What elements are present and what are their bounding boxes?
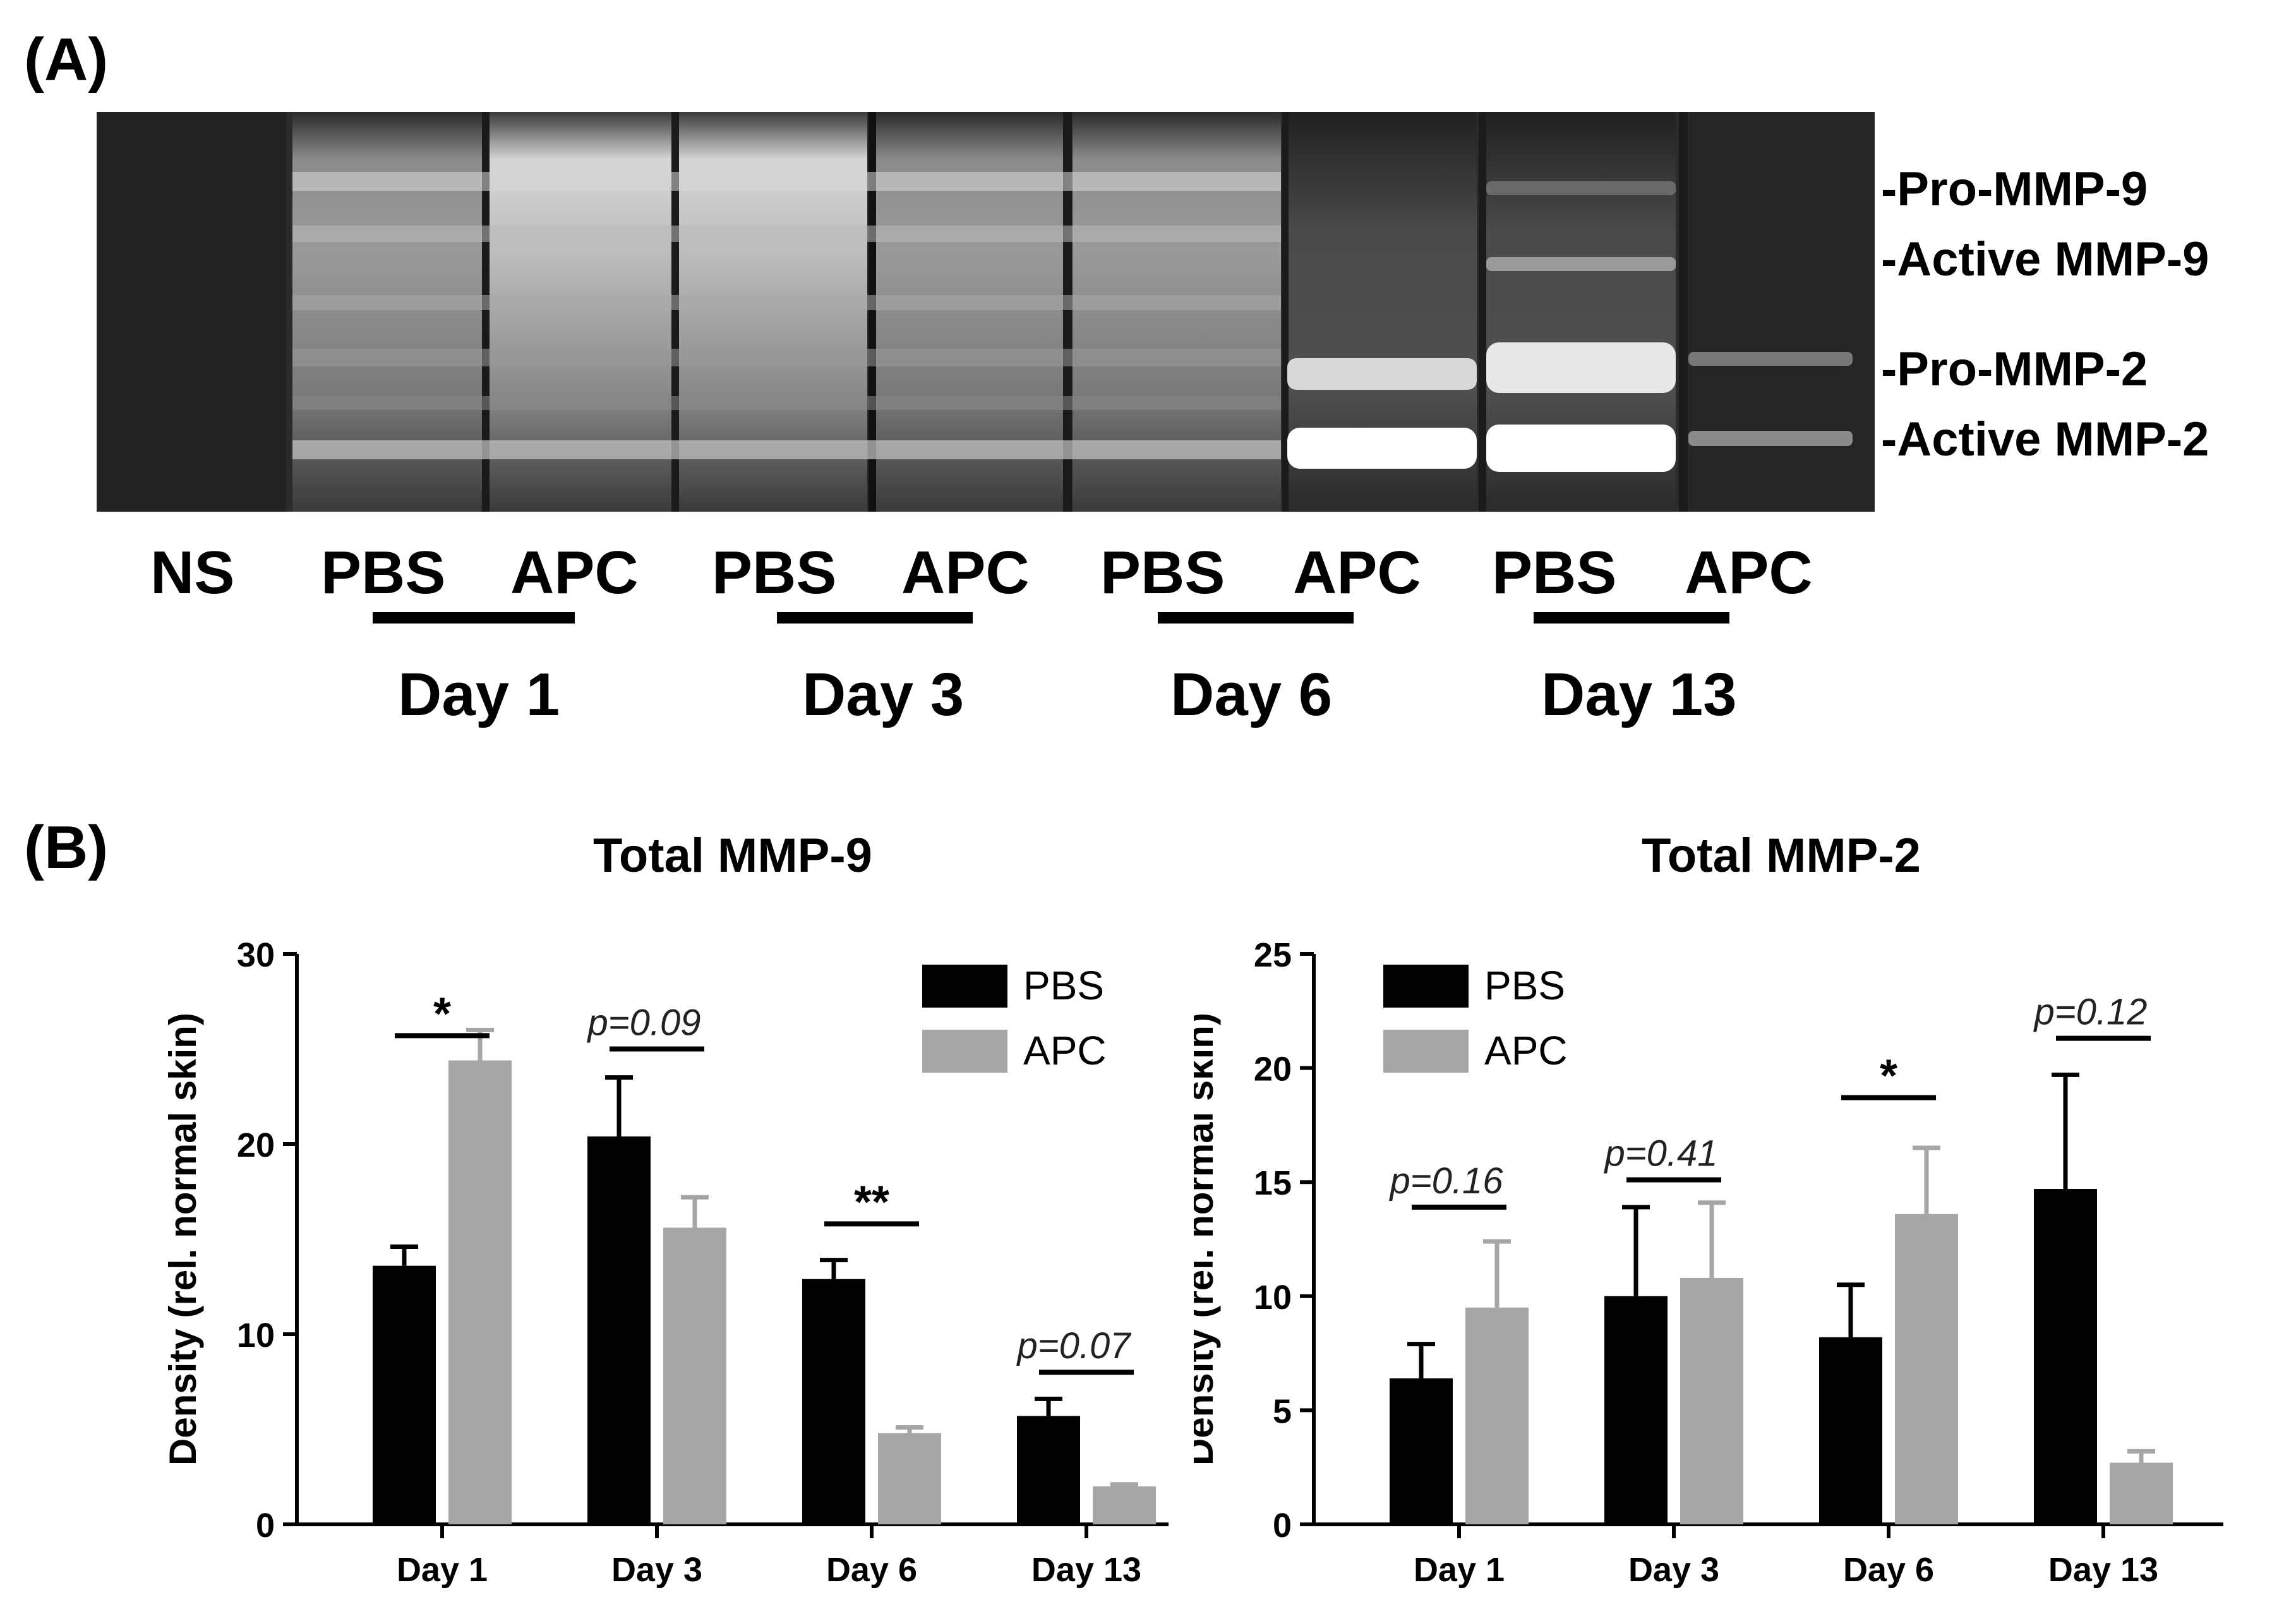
bar-apc: [1680, 1277, 1743, 1524]
bar-apc: [663, 1227, 726, 1524]
bar-apc: [2110, 1462, 2173, 1524]
legend-swatch-apc: [922, 1030, 1007, 1073]
p-value-label: p=0.41: [1603, 1133, 1717, 1174]
panel-b-letter: (B): [24, 814, 109, 881]
lane-label-apc-day1: APC: [510, 539, 639, 606]
band-label-pro-mmp9: -Pro-MMP-9: [1881, 162, 2148, 216]
day13-group-bar: [1534, 612, 1729, 624]
lane-label-pbs-day1: PBS: [321, 539, 446, 606]
y-tick-label: 10: [237, 1317, 275, 1354]
x-tick-label: Day 3: [1628, 1551, 1719, 1589]
y-axis-label: Density (rel. normal skin): [162, 1013, 204, 1466]
bar-pbs: [373, 1265, 436, 1524]
lane-label-apc-day3: APC: [901, 539, 1030, 606]
panel-a-letter: (A): [24, 26, 109, 93]
bar-apc: [1895, 1214, 1958, 1524]
y-tick-label: 30: [237, 936, 275, 974]
day-label-6: Day 6: [1170, 661, 1333, 728]
lane-label-pbs-day6: PBS: [1100, 539, 1225, 606]
legend-label-apc: APC: [1484, 1028, 1568, 1073]
p-value-label: p=0.09: [586, 1003, 700, 1044]
lane-label-apc-day6: APC: [1293, 539, 1421, 606]
y-tick-label: 0: [1273, 1507, 1292, 1545]
bar-pbs: [587, 1136, 651, 1524]
p-value-label: p=0.07: [1016, 1325, 1132, 1366]
bar-apc: [1093, 1486, 1156, 1524]
x-tick-label: Day 1: [397, 1551, 488, 1589]
total-mmp9-chart: Total MMP-9 Density (rel. normal skin) 0 10…: [162, 829, 1169, 1589]
total-mmp2-chart: Total MMP-2 Density (rel. normal skin) 0 5 1…: [1194, 829, 2223, 1589]
significance-asterisk: *: [1880, 1051, 1897, 1102]
x-tick-label: Day 13: [2048, 1551, 2158, 1589]
chart-title: Total MMP-9: [593, 829, 872, 883]
y-tick-label: 20: [237, 1126, 275, 1164]
significance-asterisk: *: [433, 989, 451, 1039]
lane-label-pbs-day13: PBS: [1492, 539, 1617, 606]
day6-group-bar: [1158, 612, 1354, 624]
y-tick-label: 20: [1254, 1051, 1292, 1088]
y-tick-label: 25: [1254, 936, 1292, 974]
bar-pbs: [802, 1279, 865, 1524]
legend-label-apc: APC: [1023, 1028, 1107, 1073]
significance-asterisk: **: [854, 1177, 889, 1227]
y-tick-label: 15: [1254, 1164, 1292, 1202]
legend-label-pbs: PBS: [1023, 963, 1104, 1008]
day3-group-bar: [777, 612, 973, 624]
bar-pbs: [1390, 1378, 1453, 1524]
x-tick-label: Day 1: [1414, 1551, 1505, 1589]
legend-label-pbs: PBS: [1484, 963, 1565, 1008]
x-tick-label: Day 6: [826, 1551, 917, 1589]
y-tick-label: 5: [1273, 1392, 1292, 1430]
lane-label-pbs-day3: PBS: [712, 539, 837, 606]
bar-pbs: [1017, 1416, 1080, 1524]
legend-swatch-pbs: [922, 965, 1007, 1008]
chart-title: Total MMP-2: [1642, 829, 1921, 883]
y-tick-label: 0: [256, 1507, 275, 1545]
bar-pbs: [2034, 1189, 2097, 1524]
y-axis-label: Density (rel. normal skin): [1194, 1013, 1221, 1466]
day-label-1: Day 1: [398, 661, 560, 728]
legend-swatch-pbs: [1383, 965, 1469, 1008]
x-tick-label: Day 13: [1031, 1551, 1141, 1589]
bar-pbs: [1604, 1296, 1668, 1524]
day-label-3: Day 3: [802, 661, 965, 728]
p-value-label: p=0.12: [2033, 992, 2147, 1033]
p-value-label: p=0.16: [1388, 1160, 1503, 1202]
band-label-active-mmp9: -Active MMP-9: [1881, 232, 2209, 286]
bar-pbs: [1819, 1337, 1882, 1524]
legend-swatch-apc: [1383, 1030, 1469, 1073]
x-tick-label: Day 6: [1843, 1551, 1934, 1589]
day-label-13: Day 13: [1541, 661, 1737, 728]
lane-label-ns: NS: [150, 539, 235, 606]
band-label-active-mmp2: -Active MMP-2: [1881, 413, 2209, 466]
bar-apc: [1465, 1307, 1529, 1524]
bar-apc: [878, 1433, 941, 1524]
x-tick-label: Day 3: [611, 1551, 702, 1589]
bar-apc: [448, 1060, 512, 1524]
lane-label-apc-day13: APC: [1685, 539, 1813, 606]
zymography-gel-image: [97, 112, 1875, 512]
band-label-pro-mmp2: -Pro-MMP-2: [1881, 342, 2148, 396]
y-tick-label: 10: [1254, 1279, 1292, 1317]
day1-group-bar: [373, 612, 575, 624]
